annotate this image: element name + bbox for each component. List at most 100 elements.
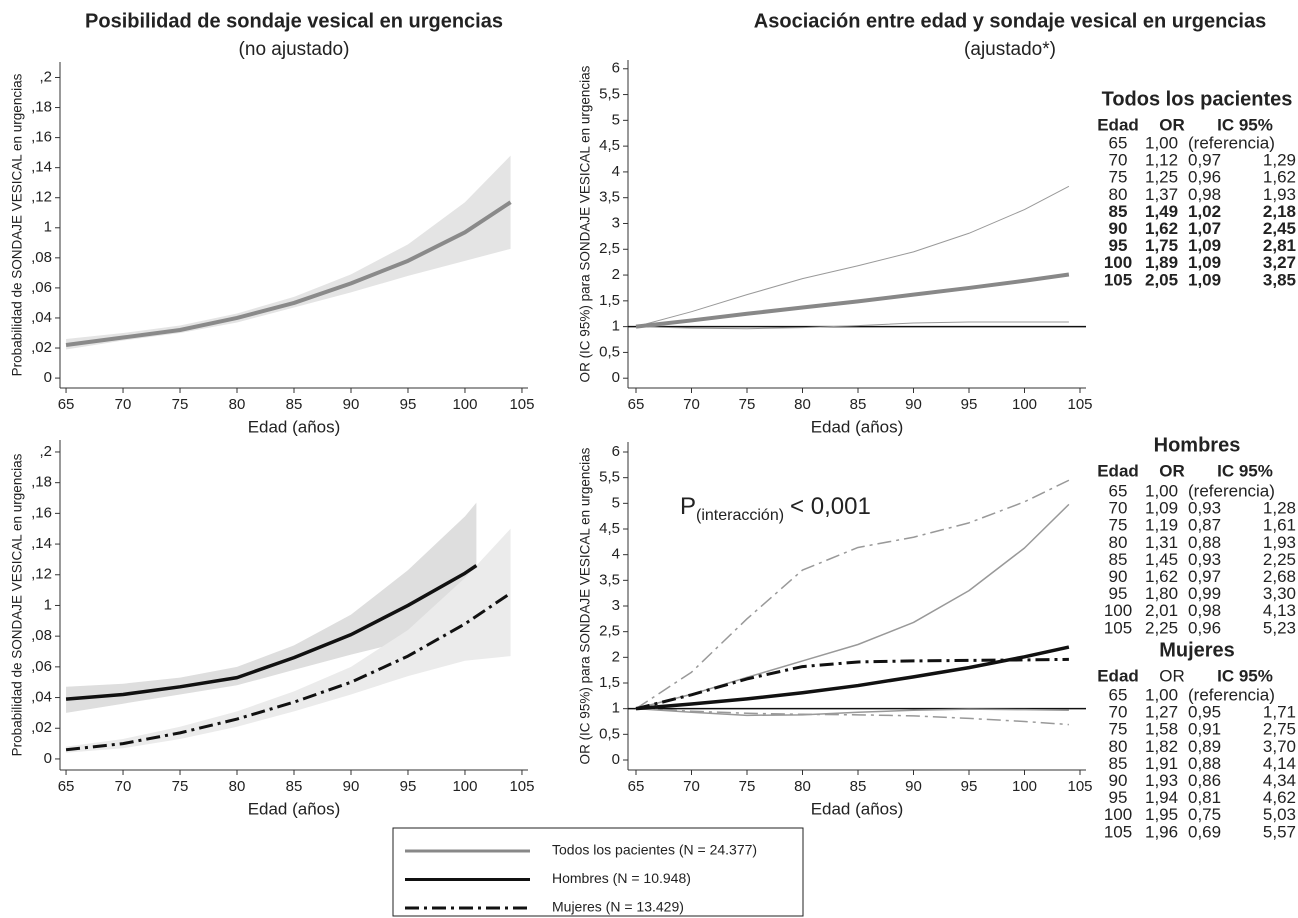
y-tick-label: 2 (612, 266, 620, 283)
table-cell: 1,49 (1145, 202, 1178, 221)
table-cell: 3,85 (1263, 270, 1296, 289)
y-tick-label: ,08 (31, 627, 52, 644)
table-cell: 1,93 (1263, 533, 1296, 552)
x-axis-label: Edad (años) (811, 799, 904, 818)
x-tick-label: 65 (628, 778, 645, 795)
table-cell: 1,00 (1145, 685, 1178, 704)
table-cell: 1,80 (1145, 584, 1178, 603)
table-cell: 1,09 (1188, 236, 1221, 255)
table-cell: 0,97 (1188, 567, 1221, 586)
x-tick-label: 100 (1012, 778, 1037, 795)
annotation-main: P (680, 493, 696, 520)
x-tick-label: 90 (905, 396, 922, 413)
x-tick-label: 85 (286, 778, 303, 795)
y-tick-label: 2,5 (599, 240, 620, 257)
series-line (635, 707, 1069, 717)
table-cell: 0,87 (1188, 516, 1221, 535)
y-tick-label: 1,5 (599, 292, 620, 309)
table-cell: 85 (1109, 754, 1128, 773)
x-tick-label: 65 (628, 396, 645, 413)
x-tick-label: 90 (905, 778, 922, 795)
table-title: Todos los pacientes (1102, 88, 1293, 110)
table-cell: 2,18 (1263, 202, 1296, 221)
x-tick-label: 70 (115, 396, 132, 413)
table-cell: 0,89 (1188, 737, 1221, 756)
table-cell: 0,97 (1188, 151, 1221, 170)
x-tick-label: 80 (229, 778, 246, 795)
table-cell: 95 (1109, 584, 1128, 603)
legend-label: Todos los pacientes (N = 24.377) (552, 842, 757, 858)
table-cell: 1,28 (1263, 499, 1296, 518)
table-cell: 2,45 (1263, 219, 1296, 238)
table-cell: 0,99 (1188, 584, 1221, 603)
y-tick-label: ,2 (39, 68, 52, 85)
y-tick-label: ,18 (31, 474, 52, 491)
x-tick-label: 95 (961, 778, 978, 795)
ci-band (66, 528, 511, 753)
x-tick-label: 75 (739, 778, 756, 795)
table-cell: 70 (1109, 703, 1128, 722)
table-cell: 100 (1104, 253, 1132, 272)
x-tick-label: 95 (400, 396, 417, 413)
annotation: P(interacción) < 0,001 (680, 493, 871, 524)
table-cell: 4,13 (1263, 601, 1296, 620)
table-cell: (referencia) (1188, 133, 1275, 152)
table-cell: 105 (1104, 822, 1132, 841)
table-cell: 85 (1109, 550, 1128, 569)
x-tick-label: 100 (452, 396, 477, 413)
x-tick-label: 105 (509, 778, 534, 795)
x-tick-label: 80 (794, 396, 811, 413)
x-tick-label: 105 (1067, 778, 1092, 795)
table-header: IC 95% (1217, 115, 1273, 134)
table-header: Edad (1097, 461, 1139, 480)
series-line (635, 645, 1070, 711)
y-tick-label: 0,5 (599, 725, 620, 742)
y-tick-label: 2 (612, 648, 620, 665)
table-cell: 0,98 (1188, 601, 1221, 620)
ci-band (66, 155, 511, 350)
table-cell: 2,05 (1145, 270, 1178, 289)
table-cell: 0,93 (1188, 499, 1221, 518)
y-tick-label: 0 (44, 750, 52, 767)
table-cell: 90 (1109, 219, 1128, 238)
table-header: Edad (1097, 666, 1139, 685)
series-line (65, 564, 478, 701)
table-cell: 3,70 (1263, 737, 1296, 756)
table-cell: 2,25 (1145, 618, 1178, 637)
x-tick-label: 70 (115, 778, 132, 795)
table-cell: 0,91 (1188, 720, 1221, 739)
table-cell: 80 (1109, 737, 1128, 756)
x-tick-label: 90 (343, 396, 360, 413)
y-tick-label: ,12 (31, 189, 52, 206)
table-cell: 90 (1109, 567, 1128, 586)
y-tick-label: 3,5 (599, 571, 620, 588)
ci-band (66, 502, 477, 713)
table-cell: (referencia) (1188, 685, 1275, 704)
table-cell: 75 (1109, 168, 1128, 187)
series-line (65, 200, 512, 347)
table-cell: 1,25 (1145, 168, 1178, 187)
table-cell: 65 (1109, 685, 1128, 704)
table-cell: 1,62 (1145, 567, 1178, 586)
table-cell: 2,01 (1145, 601, 1178, 620)
chart-title: Posibilidad de sondaje vesical en urgenc… (85, 10, 503, 32)
table-cell: 0,81 (1188, 788, 1221, 807)
table-cell: 1,12 (1145, 151, 1178, 170)
table-cell: 70 (1109, 151, 1128, 170)
y-tick-label: 5,5 (599, 469, 620, 486)
table-cell: 2,25 (1263, 550, 1296, 569)
y-tick-label: ,02 (31, 719, 52, 736)
table-cell: 0,69 (1188, 822, 1221, 841)
y-tick-label: 0 (612, 751, 620, 768)
y-tick-label: 3 (612, 214, 620, 231)
y-axis-label: OR (IC 95%) para SONDAJE VESICAL en urge… (578, 447, 593, 764)
x-tick-label: 80 (229, 396, 246, 413)
y-tick-label: 1 (44, 596, 52, 613)
legend-label: Hombres (N = 10.948) (552, 870, 691, 886)
table-cell: 3,30 (1263, 584, 1296, 603)
table-cell: 1,19 (1145, 516, 1178, 535)
table-cell: 1,95 (1145, 805, 1178, 824)
table-cell: 100 (1104, 601, 1132, 620)
table-cell: 1,29 (1263, 151, 1296, 170)
